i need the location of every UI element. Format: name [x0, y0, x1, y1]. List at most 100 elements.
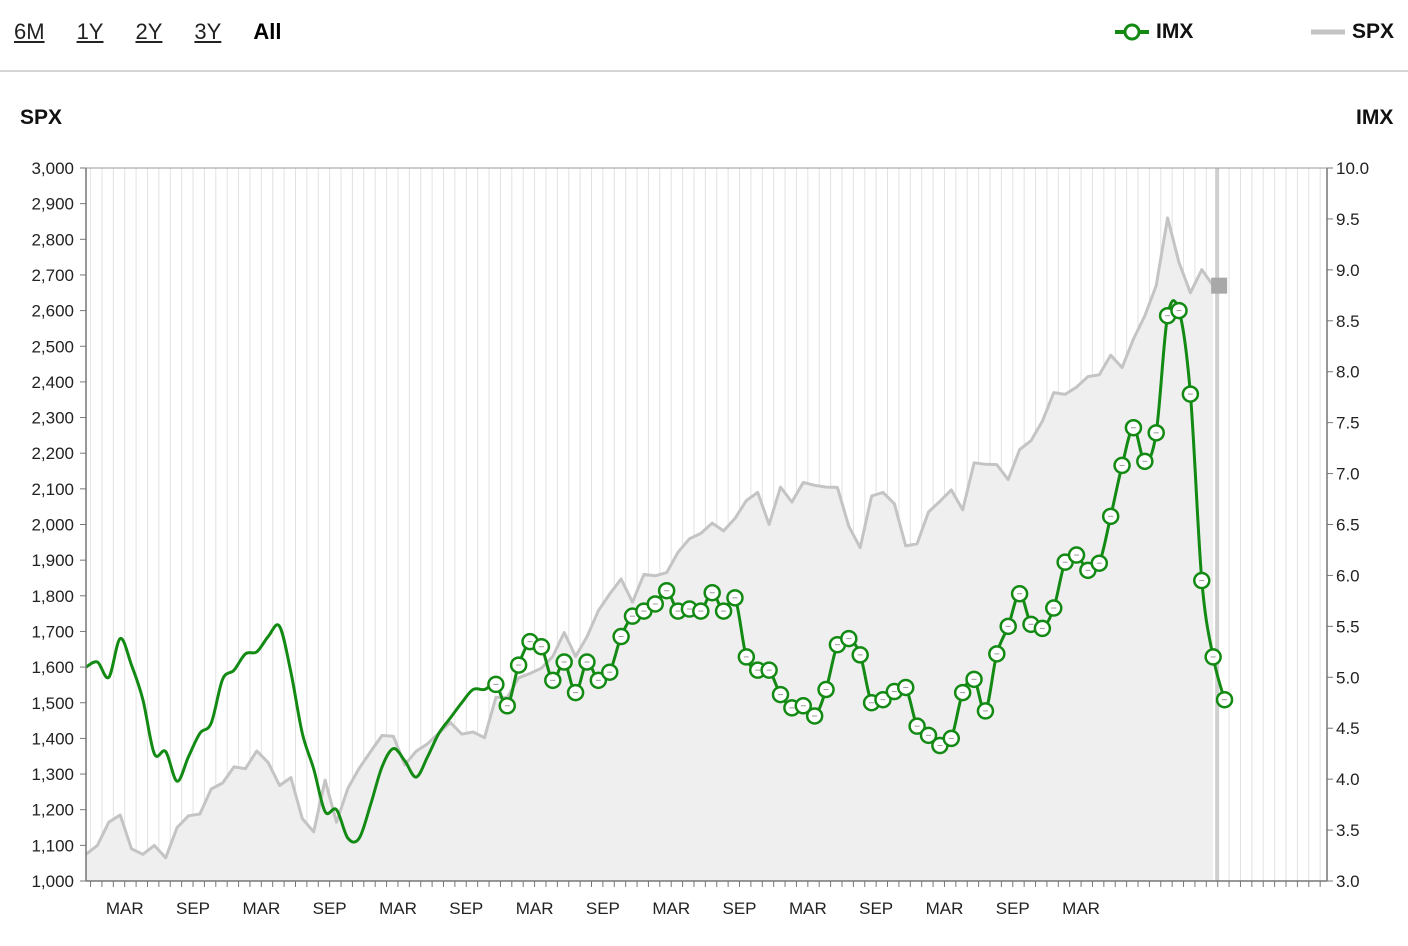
right-tick-label: 8.5 [1336, 312, 1360, 331]
range-handle[interactable] [1211, 277, 1228, 294]
right-tick-label: 9.0 [1336, 261, 1360, 280]
imx-marker[interactable] [1204, 648, 1222, 666]
left-tick-label: 2,200 [31, 444, 74, 463]
left-tick-label: 1,400 [31, 729, 74, 748]
imx-marker[interactable] [657, 581, 676, 600]
right-tick-label: 6.5 [1336, 516, 1360, 535]
range-1y-button[interactable]: 1Y [76, 19, 104, 44]
imx-marker[interactable] [1033, 619, 1052, 638]
imx-marker[interactable] [544, 671, 562, 690]
right-tick-label: 6.0 [1336, 566, 1360, 585]
right-tick-label: 4.5 [1336, 719, 1360, 738]
imx-marker[interactable] [1090, 554, 1109, 572]
imx-marker[interactable] [714, 602, 733, 620]
legend-imx-label: IMX [1156, 20, 1194, 43]
imx-marker[interactable] [1136, 452, 1154, 471]
right-tick-label: 10.0 [1336, 159, 1369, 178]
imx-marker[interactable] [646, 595, 665, 613]
range-3y-button[interactable]: 3Y [194, 19, 222, 44]
left-tick-label: 2,800 [31, 230, 74, 249]
imx-marker[interactable] [908, 717, 926, 735]
imx-marker[interactable] [509, 656, 528, 674]
imx-marker[interactable] [498, 697, 517, 715]
imx-marker[interactable] [555, 653, 573, 671]
imx-marker[interactable] [703, 583, 721, 602]
left-tick-label: 3,000 [31, 159, 74, 178]
right-tick-label: 4.0 [1336, 770, 1360, 789]
imx-marker[interactable] [771, 685, 790, 704]
axes: 1,000 1,100 1,200 1,300 1,400 1,500 1,600 1,700… [31, 159, 1369, 918]
legend-spx-label: SPX [1352, 20, 1395, 43]
x-tick-label: MAR [379, 899, 417, 918]
imx-marker[interactable] [953, 683, 972, 702]
imx-marker[interactable] [874, 690, 892, 709]
imx-marker[interactable] [1147, 424, 1165, 442]
x-tick-label: MAR [789, 899, 827, 918]
left-tick-label: 1,300 [31, 765, 74, 784]
imx-marker[interactable] [817, 680, 835, 699]
x-tick-label: SEP [586, 899, 620, 918]
x-tick-label: MAR [652, 899, 690, 918]
range-all-button[interactable]: All [253, 19, 282, 44]
imx-marker[interactable] [1181, 385, 1200, 403]
left-tick-label: 2,400 [31, 373, 74, 392]
imx-marker[interactable] [1067, 546, 1086, 564]
left-tick-label: 2,100 [31, 480, 74, 499]
x-tick-label: SEP [859, 899, 893, 918]
imx-marker[interactable] [578, 653, 596, 671]
x-tick-label: SEP [313, 899, 347, 918]
imx-marker[interactable] [965, 670, 983, 689]
imx-marker[interactable] [1124, 418, 1143, 437]
imx-marker[interactable] [1101, 507, 1120, 526]
imx-marker[interactable] [840, 629, 858, 648]
left-tick-label: 1,600 [31, 658, 74, 677]
imx-marker[interactable] [999, 617, 1017, 636]
imx-marker[interactable] [1215, 690, 1234, 709]
imx-marker[interactable] [532, 637, 551, 656]
imx-marker[interactable] [794, 697, 813, 715]
imx-marker[interactable] [1113, 456, 1131, 475]
imx-line-layer [85, 299, 1234, 844]
imx-marker[interactable] [760, 661, 778, 679]
imx-marker[interactable] [988, 645, 1006, 663]
imx-marker[interactable] [726, 589, 744, 607]
range-selector: 6M 1Y 2Y 3Y All [14, 18, 313, 46]
spx-line [85, 216, 1215, 860]
imx-marker[interactable] [1010, 585, 1029, 603]
x-tick-label: SEP [996, 899, 1030, 918]
right-tick-label: 3.5 [1336, 821, 1360, 840]
left-tick-label: 2,300 [31, 409, 74, 428]
legend-spx[interactable]: SPX [1310, 18, 1394, 46]
x-tick-label: SEP [449, 899, 483, 918]
x-tick-label: SEP [723, 899, 757, 918]
x-tick-label: MAR [106, 899, 144, 918]
imx-marker[interactable] [612, 627, 630, 646]
right-tick-label: 5.5 [1336, 617, 1360, 636]
imx-marker[interactable] [1170, 301, 1188, 320]
right-tick-label: 7.0 [1336, 465, 1360, 484]
right-tick-label: 8.0 [1336, 363, 1360, 382]
x-tick-label: MAR [1062, 899, 1100, 918]
imx-marker[interactable] [1193, 571, 1211, 590]
imx-marker[interactable] [589, 671, 608, 690]
x-tick-label: MAR [242, 899, 280, 918]
imx-marker[interactable] [487, 675, 505, 694]
left-tick-label: 1,800 [31, 587, 74, 606]
range-2y-button[interactable]: 2Y [135, 19, 163, 44]
imx-marker[interactable] [737, 648, 756, 666]
legend-imx[interactable]: IMX [1114, 18, 1193, 46]
x-tick-label: MAR [516, 899, 554, 918]
imx-marker[interactable] [600, 663, 619, 681]
range-6m-button[interactable]: 6M [14, 19, 45, 44]
imx-marker[interactable] [851, 646, 869, 664]
right-tick-label: 7.5 [1336, 414, 1360, 433]
imx-marker[interactable] [919, 726, 938, 745]
imx-marker[interactable] [566, 683, 585, 702]
imx-marker[interactable] [805, 707, 824, 725]
right-tick-label: 3.0 [1336, 872, 1360, 891]
imx-marker[interactable] [896, 678, 915, 697]
imx-marker[interactable] [1045, 599, 1063, 617]
imx-marker[interactable] [692, 602, 710, 620]
imx-marker[interactable] [976, 702, 995, 720]
imx-marker[interactable] [942, 729, 961, 748]
